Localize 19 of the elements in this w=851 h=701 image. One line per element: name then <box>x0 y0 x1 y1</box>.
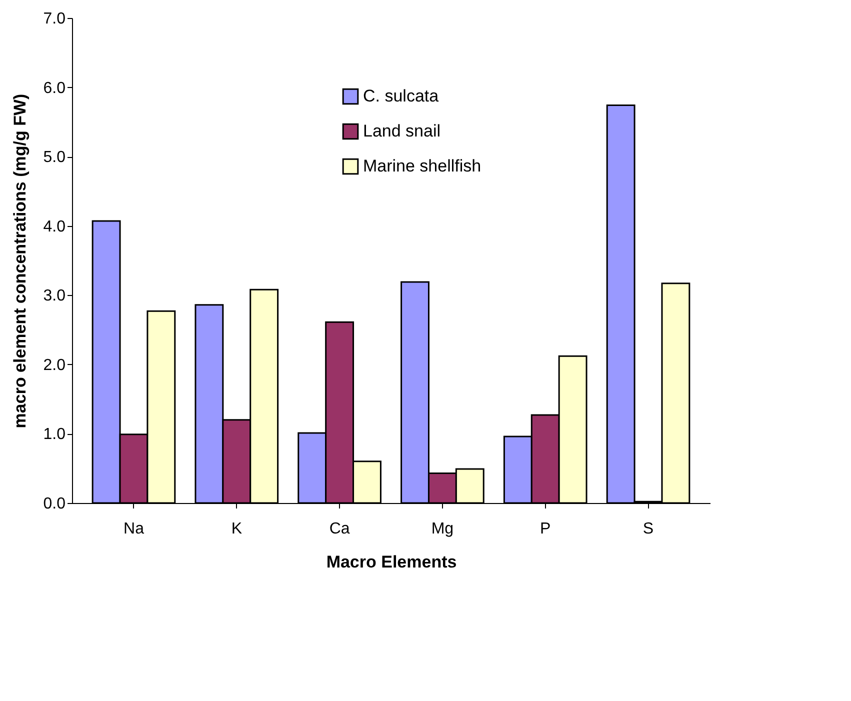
x-tick-label: S <box>642 520 654 538</box>
legend-label: Land snail <box>363 122 441 140</box>
y-tick-label: 6.0 <box>43 80 66 97</box>
x-axis-title: Macro Elements <box>326 552 457 572</box>
y-tick-label: 2.0 <box>43 356 66 374</box>
y-tick-label: 4.0 <box>43 218 66 236</box>
x-tick-label: Mg <box>431 520 454 538</box>
x-tick-label: Ca <box>329 520 350 538</box>
y-tick-label: 0.0 <box>43 496 66 512</box>
y-tick-label: 1.0 <box>43 426 66 444</box>
y-tick-label: 3.0 <box>43 288 66 305</box>
y-axis-title: macro element concentrations (mg/g FW) <box>10 94 30 428</box>
legend-label: Marine shellfish <box>363 156 482 176</box>
legend-label: C. sulcata <box>363 86 440 106</box>
x-tick-label: Na <box>124 520 144 538</box>
y-tick-label: 7.0 <box>43 10 66 28</box>
y-tick-label: 5.0 <box>43 149 66 166</box>
x-tick-label: P <box>540 520 551 538</box>
x-tick-label: K <box>231 520 242 538</box>
